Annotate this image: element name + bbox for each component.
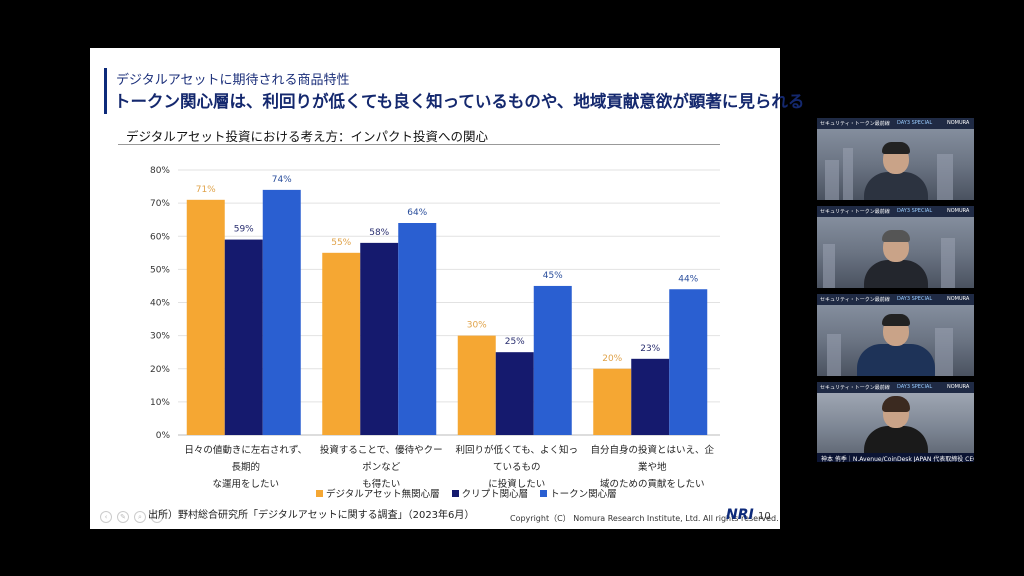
zoom-icon[interactable]: ⌕ [134,511,146,523]
bar [669,289,708,435]
data-label: 58% [369,228,389,238]
bar [631,358,670,435]
participant-video [863,396,928,460]
x-tick-label: 利回りが低くても、よく知っているもの に投資したい [455,445,578,490]
legend-item: デジタルアセット無関心層 [316,486,440,500]
chart-heading: デジタルアセット投資における考え方：インパクト投資への関心 [126,129,489,144]
participant-video [863,142,928,200]
y-tick-label: 40% [150,299,170,309]
data-label: 25% [505,337,525,347]
bar [262,189,301,435]
y-tick-label: 30% [150,332,170,342]
data-label: 71% [196,185,216,195]
heading-divider [118,144,720,145]
bar-chart: 0% 10% 20% 30% 40% 50% 60% 70% 80% 71% 59% 74% 55% 58… [150,166,720,441]
participant-tile[interactable]: セキュリティ・トークン最前線 DAY3 SPECIAL NOMURA 神本 侑季… [817,382,974,462]
data-label: 30% [467,321,487,331]
data-label: 55% [331,238,351,248]
bar [495,352,534,435]
y-tick-label: 50% [150,265,170,275]
page-number: 10 [758,511,771,522]
bar [322,252,361,435]
y-tick-label: 0% [156,431,171,441]
data-label: 23% [640,344,660,354]
slide-title: トークン関心層は、利回りが低くても良く知っているものや、地域貢献意欲が顕著に見ら… [114,92,805,111]
participant-video [856,314,935,376]
legend-item: クリプト関心層 [451,486,529,500]
legend-label: トークン関心層 [550,489,617,500]
y-tick-label: 20% [150,365,170,375]
bar [533,285,572,435]
bar [398,223,437,435]
tile-header: セキュリティ・トークン最前線 DAY3 SPECIAL NOMURA [817,118,974,129]
presentation-slide: デジタルアセットに期待される商品特性 トークン関心層は、利回りが低くても良く知っ… [90,48,804,529]
copyright: Copyright（C） Nomura Research Institute, … [510,514,779,523]
bar [224,239,263,435]
legend-label: クリプト関心層 [461,489,529,500]
data-label: 20% [602,354,622,364]
data-label: 74% [272,175,292,185]
data-label: 45% [543,271,563,281]
source-note: 出所）野村総合研究所「デジタルアセットに関する調査」（2023年6月） [148,510,475,521]
y-tick-label: 60% [150,232,170,242]
y-tick-label: 70% [150,199,170,209]
x-tick-label: 自分自身の投資とはいえ、企業や地 域のための貢献をしたい [590,445,714,490]
participant-tile[interactable]: セキュリティ・トークン最前線 DAY3 SPECIAL NOMURA [817,294,974,376]
tile-header: セキュリティ・トークン最前線 DAY3 SPECIAL NOMURA [817,382,974,393]
legend-swatch [316,489,323,497]
tile-header: セキュリティ・トークン最前線 DAY3 SPECIAL NOMURA [817,294,974,305]
title-accent-bar [104,68,107,114]
tile-header: セキュリティ・トークン最前線 DAY3 SPECIAL NOMURA [817,206,974,217]
bar [360,242,399,435]
slide-subtitle: デジタルアセットに期待される商品特性 [116,73,350,88]
slide-controls[interactable]: ‹ ✎ ⌕ ⋯ [100,511,163,523]
participant-name: 神本 侑季｜N.Avenue/CoinDesk JAPAN 代表取締役 CEO [821,456,974,462]
participant-tile[interactable]: セキュリティ・トークン最前線 DAY3 SPECIAL NOMURA [817,206,974,288]
pen-icon[interactable]: ✎ [117,511,129,523]
more-icon[interactable]: ⋯ [151,511,163,523]
chart-legend: デジタルアセット無関心層 クリプト関心層 トークン関心層 [316,486,617,500]
x-tick-label: 投資することで、優待やクーポンなど も得たい [319,445,443,490]
bar [186,199,225,435]
y-tick-label: 10% [150,398,170,408]
y-tick-label: 80% [150,166,170,176]
participant-video [863,230,928,288]
participant-name-bar: 神本 侑季｜N.Avenue/CoinDesk JAPAN 代表取締役 CEO [817,453,974,462]
x-tick-label: 日々の値動きに左右されず、長期的 な運用をしたい [184,445,308,490]
legend-label: デジタルアセット無関心層 [326,489,440,500]
participant-tile[interactable]: セキュリティ・トークン最前線 DAY3 SPECIAL NOMURA [817,118,974,200]
data-label: 64% [407,208,427,218]
prev-slide-icon[interactable]: ‹ [100,511,112,523]
legend-item: トークン関心層 [540,486,617,500]
bar [593,368,632,435]
legend-swatch [540,489,548,497]
data-label: 44% [678,274,698,284]
data-label: 59% [234,225,254,235]
legend-swatch [451,489,459,497]
nri-logo: NRI [726,507,754,523]
bar [457,335,496,435]
